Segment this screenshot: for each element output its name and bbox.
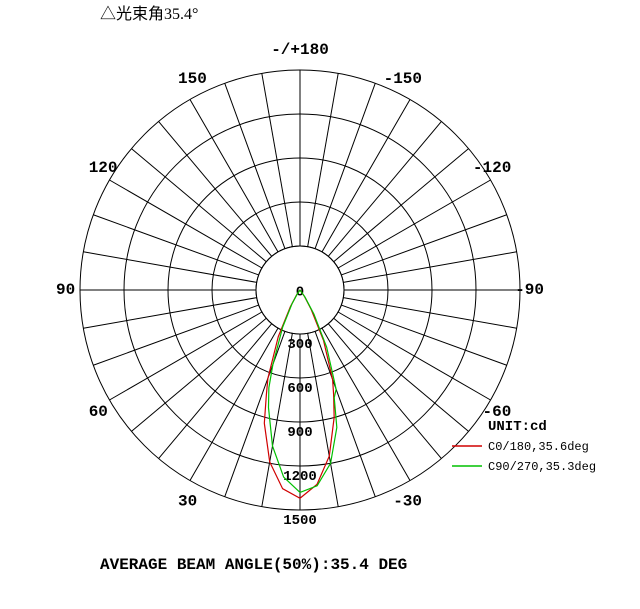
legend-unit: UNIT:cd [488,419,547,435]
angle-label: -150 [384,70,422,88]
beam-angle-cn-caption: △光束角35.4° [100,0,198,24]
radial-tick-label: 900 [287,425,312,441]
angle-label: 30 [178,493,197,511]
legend-item-label: C0/180,35.6deg [488,440,589,454]
angle-label: -/+180 [271,41,329,59]
avg-beam-angle-caption: AVERAGE BEAM ANGLE(50%):35.4 DEG [100,556,407,574]
angle-label: 120 [89,159,118,177]
angle-label: 90 [56,281,75,299]
angle-label: -30 [393,493,422,511]
radial-tick-label: 300 [287,337,312,353]
radial-tick-label: 1200 [283,469,317,485]
radial-tick-label: 1500 [283,513,317,529]
angle-label: -90 [515,281,544,299]
polar-candela-chart: 0 300 600 900 1200 1500 -/+180 -150 150 -120 120 -9… [0,0,640,609]
radial-tick-label: 600 [287,381,312,397]
angle-label: 60 [89,403,108,421]
angle-label: 150 [178,70,207,88]
legend-item-label: C90/270,35.3deg [488,460,596,474]
angle-label: -120 [473,159,511,177]
radial-tick-label: 0 [296,285,304,301]
